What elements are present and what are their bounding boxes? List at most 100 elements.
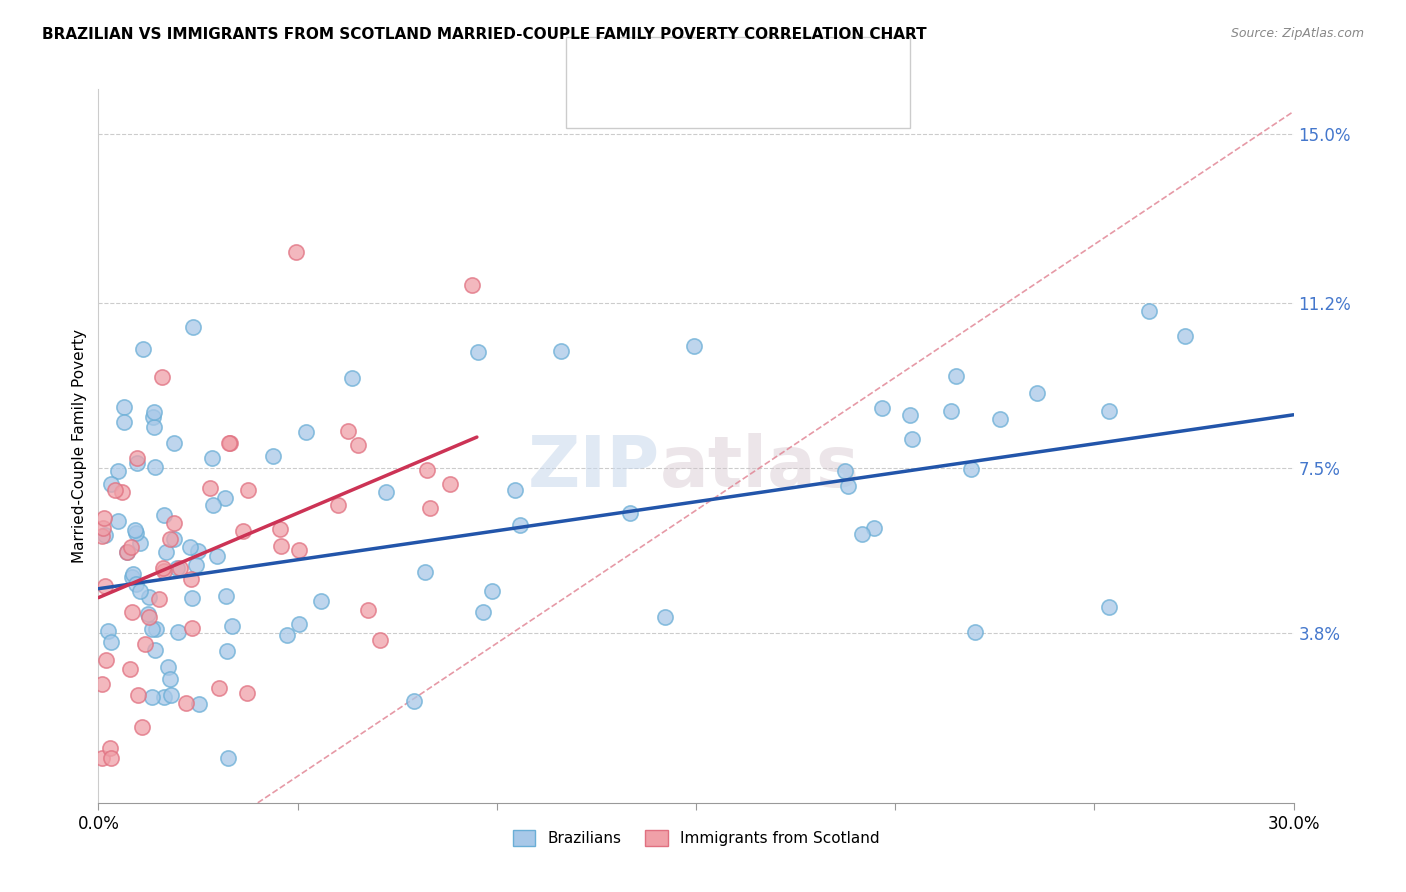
Text: N = 87: N = 87 <box>773 53 831 68</box>
Point <box>167 625 190 640</box>
Text: N = 50: N = 50 <box>773 95 831 111</box>
Point <box>115 544 138 558</box>
Point <box>214 491 236 505</box>
Point <box>1174 328 1197 343</box>
Point <box>115 545 138 559</box>
Point <box>1026 386 1049 401</box>
Point <box>152 690 174 704</box>
Point <box>110 485 132 500</box>
Point <box>357 603 380 617</box>
FancyBboxPatch shape <box>576 87 616 120</box>
Point <box>143 459 166 474</box>
Point <box>131 720 153 734</box>
Point <box>419 500 441 515</box>
Point <box>156 660 179 674</box>
Point <box>550 344 572 359</box>
Point <box>439 477 461 491</box>
Point <box>413 565 436 579</box>
Point <box>125 577 148 591</box>
Point <box>141 690 163 705</box>
Point <box>121 606 143 620</box>
Point <box>654 609 676 624</box>
Point <box>988 412 1011 426</box>
Point <box>619 506 641 520</box>
Point <box>505 483 527 497</box>
Point <box>288 617 311 632</box>
Point <box>129 535 152 549</box>
Point <box>150 369 173 384</box>
Point <box>218 435 240 450</box>
Point <box>402 694 425 708</box>
Point <box>481 584 503 599</box>
Point <box>93 528 115 542</box>
Point <box>166 561 188 575</box>
Point <box>120 662 142 676</box>
Point <box>901 432 924 446</box>
Point <box>217 751 239 765</box>
Text: atlas: atlas <box>661 433 860 502</box>
Point <box>163 436 186 450</box>
Point <box>295 425 318 439</box>
Point <box>837 478 859 492</box>
Point <box>121 570 143 584</box>
Point <box>181 591 204 606</box>
Point <box>142 404 165 418</box>
Point <box>960 462 983 476</box>
Point <box>205 549 228 563</box>
Point <box>152 561 174 575</box>
Point <box>125 526 148 541</box>
Point <box>174 696 197 710</box>
Point <box>416 463 439 477</box>
Legend: Brazilians, Immigrants from Scotland: Brazilians, Immigrants from Scotland <box>506 824 886 852</box>
Point <box>138 590 160 604</box>
Point <box>509 517 531 532</box>
Point <box>153 508 176 523</box>
Point <box>288 543 311 558</box>
Point <box>1097 403 1119 417</box>
Point <box>236 686 259 700</box>
Point <box>1137 304 1160 318</box>
Point <box>94 579 117 593</box>
Point <box>142 420 165 434</box>
Point <box>169 561 191 575</box>
Point <box>945 369 967 384</box>
Point <box>472 605 495 619</box>
Point <box>863 521 886 535</box>
Point <box>159 672 181 686</box>
Point <box>153 564 176 578</box>
Text: R = 0.226: R = 0.226 <box>630 53 706 68</box>
Y-axis label: Married-Couple Family Poverty: Married-Couple Family Poverty <box>72 329 87 563</box>
Point <box>112 401 135 415</box>
Point <box>851 526 873 541</box>
Point <box>143 643 166 657</box>
Point <box>346 438 368 452</box>
Point <box>939 404 962 418</box>
Point <box>100 751 122 765</box>
Point <box>208 681 231 695</box>
Text: ZIP: ZIP <box>527 433 661 502</box>
Point <box>163 532 186 546</box>
Point <box>107 514 129 528</box>
Point <box>326 498 349 512</box>
Text: R = 0.210: R = 0.210 <box>630 95 706 111</box>
Point <box>187 697 209 711</box>
Point <box>136 607 159 621</box>
Point <box>138 610 160 624</box>
Point <box>311 594 333 608</box>
Point <box>159 532 181 546</box>
Point <box>91 751 114 765</box>
Point <box>141 622 163 636</box>
Point <box>107 464 129 478</box>
Point <box>336 424 359 438</box>
Point <box>97 624 120 638</box>
Point <box>187 544 209 558</box>
Point <box>96 652 118 666</box>
Point <box>467 345 489 359</box>
Point <box>132 342 155 356</box>
Point <box>870 401 893 415</box>
Point <box>103 483 125 497</box>
Point <box>124 523 146 537</box>
Point <box>198 481 221 495</box>
Point <box>100 476 122 491</box>
Point <box>184 558 207 573</box>
